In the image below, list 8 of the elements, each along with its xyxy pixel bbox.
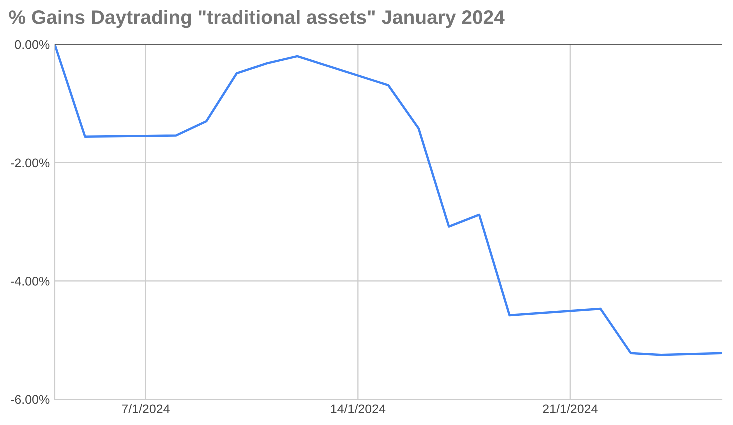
x-tick-label: 21/1/2024 [543, 404, 598, 414]
x-tick-label: 7/1/2024 [122, 404, 170, 414]
y-tick-label: -6.00% [11, 395, 50, 404]
x-tick-label: 14/1/2024 [331, 404, 386, 414]
y-tick-label: -2.00% [11, 158, 50, 168]
chart-title: % Gains Daytrading "traditional assets" January 2024 [9, 10, 505, 28]
y-tick-label: -4.00% [11, 277, 50, 286]
y-tick-label: 0.00% [15, 40, 50, 50]
